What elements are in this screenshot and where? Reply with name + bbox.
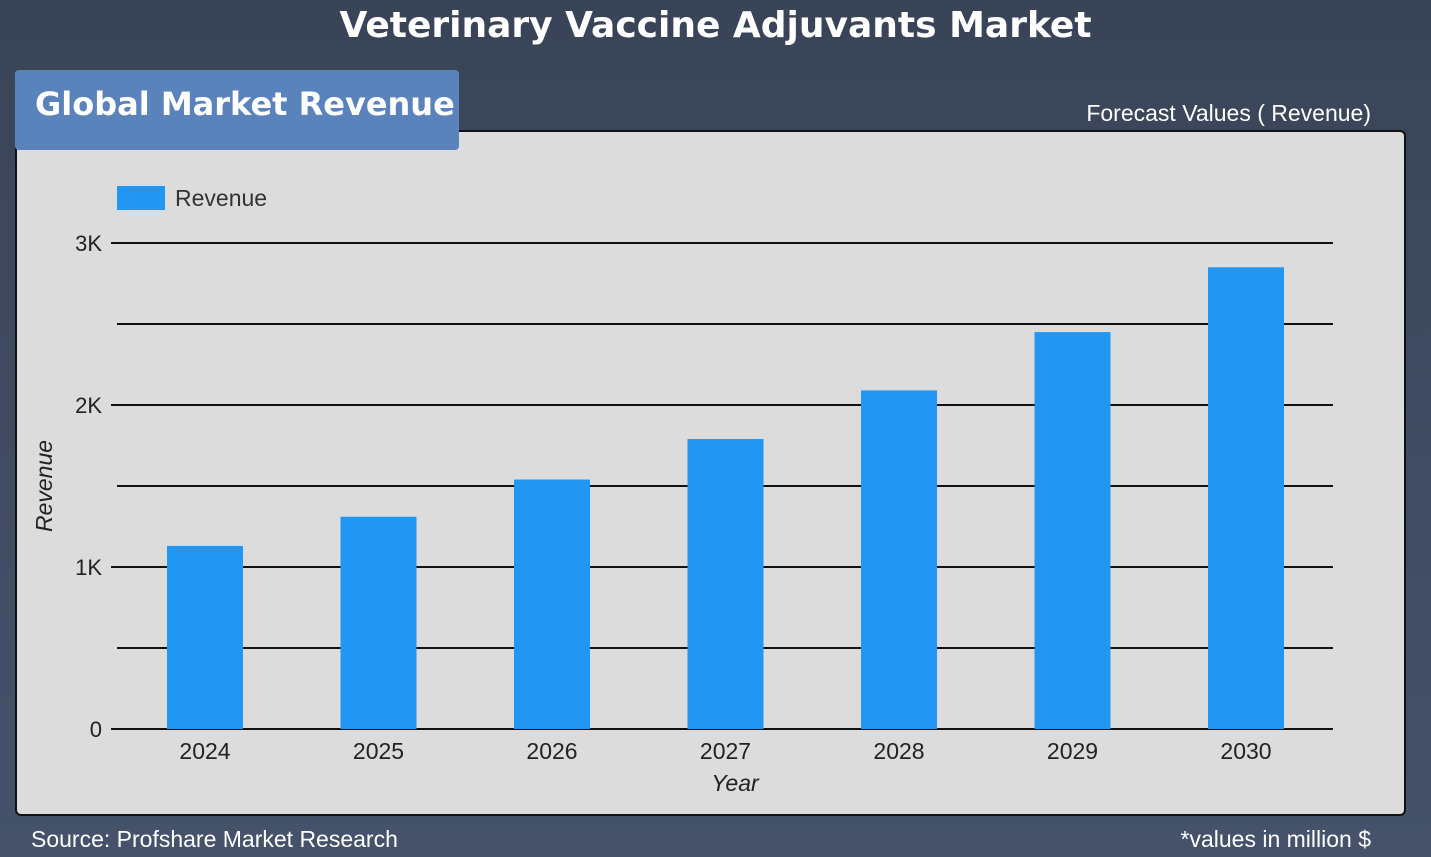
y-tick-label: 3K bbox=[75, 231, 102, 256]
bars bbox=[167, 267, 1284, 729]
bar-2025 bbox=[340, 516, 417, 729]
legend-label-revenue: Revenue bbox=[175, 185, 267, 211]
bar-2027 bbox=[687, 439, 764, 729]
x-tick-label: 2026 bbox=[526, 738, 577, 764]
axis-labels: 0 1K 2K 3K 2024 2025 2026 2027 2028 2029 2030 Year R… bbox=[31, 231, 1272, 796]
legend-swatch-revenue bbox=[117, 186, 165, 210]
x-tick-label: 2025 bbox=[353, 738, 404, 764]
legend: Revenue bbox=[117, 185, 267, 211]
x-tick-label: 2030 bbox=[1220, 738, 1271, 764]
x-tick-label: 2024 bbox=[179, 738, 230, 764]
y-axis-title: Revenue bbox=[31, 440, 57, 532]
gridlines bbox=[111, 242, 1333, 730]
chart-title: Veterinary Vaccine Adjuvants Market bbox=[339, 5, 1092, 46]
forecast-values-label: Forecast Values ( Revenue) bbox=[1086, 100, 1371, 126]
bar-2029 bbox=[1034, 332, 1111, 729]
source-note: Source: Profshare Market Research bbox=[31, 826, 398, 852]
y-tick-label: 1K bbox=[75, 555, 102, 580]
bar-2028 bbox=[861, 390, 937, 729]
bar-2026 bbox=[514, 479, 590, 729]
x-tick-label: 2029 bbox=[1047, 738, 1098, 764]
x-tick-label: 2027 bbox=[700, 738, 751, 764]
unit-note: *values in million $ bbox=[1180, 826, 1371, 852]
bar-2024 bbox=[167, 545, 243, 729]
bar-2030 bbox=[1208, 267, 1284, 729]
global-market-revenue-badge: Global Market Revenue bbox=[15, 70, 459, 150]
x-tick-label: 2028 bbox=[873, 738, 924, 764]
y-tick-label: 2K bbox=[75, 393, 102, 418]
x-axis-title: Year bbox=[711, 770, 760, 796]
y-tick-label: 0 bbox=[90, 717, 102, 742]
